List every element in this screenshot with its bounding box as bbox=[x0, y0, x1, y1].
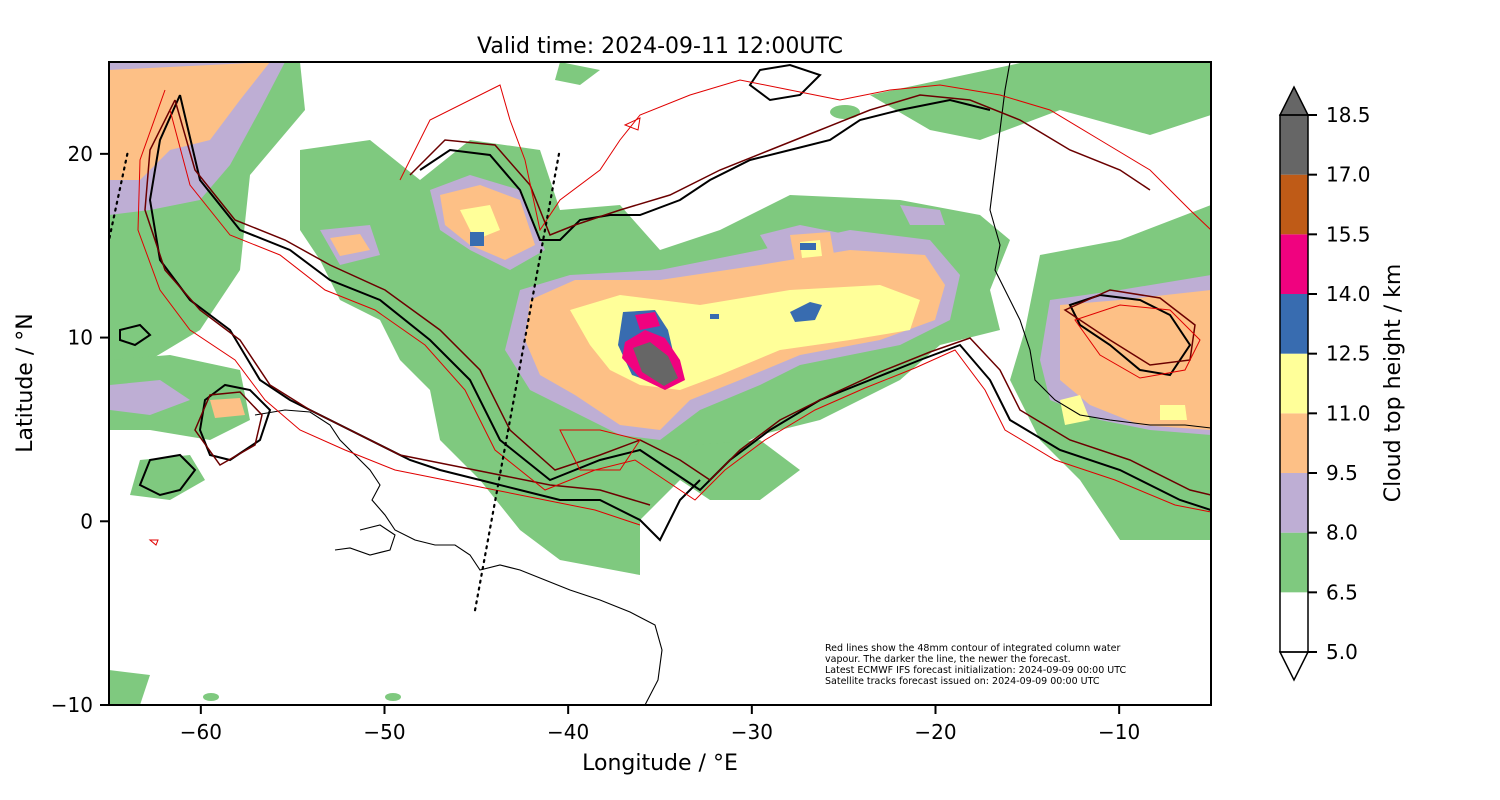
annotation-line-2: vapour. The darker the line, the newer t… bbox=[825, 654, 1071, 665]
coastline-south-america bbox=[254, 409, 663, 705]
map-area bbox=[109, 62, 1211, 705]
colorbar-min-extend bbox=[1278, 651, 1310, 682]
colorbar: 5.0 6.5 8.0 9.5 11.0 12.5 14.0 15.5 17.0 18.5 bbox=[1278, 85, 1371, 682]
x-tick-label: −30 bbox=[731, 720, 773, 744]
satellite-tracks bbox=[109, 152, 561, 615]
y-tick-label: 20 bbox=[68, 142, 93, 166]
colorbar-segment bbox=[1280, 413, 1308, 473]
annotation-line-4: Satellite tracks forecast issued on: 202… bbox=[825, 676, 1100, 687]
satellite-track-1 bbox=[109, 152, 129, 246]
colorbar-segment bbox=[1280, 353, 1308, 414]
colorbar-tick-label: 8.0 bbox=[1326, 521, 1358, 545]
annotation-line-1: Red lines show the 48mm contour of integ… bbox=[825, 643, 1120, 654]
x-tick-label: −40 bbox=[547, 720, 589, 744]
colorbar-max-extend bbox=[1278, 85, 1310, 116]
colorbar-segment bbox=[1280, 592, 1308, 652]
map-axes: −60 −50 −40 −30 −20 −10 −10 0 10 20 bbox=[51, 142, 1140, 744]
x-tick-label: −10 bbox=[1098, 720, 1140, 744]
y-tick-label: −10 bbox=[51, 693, 93, 717]
colorbar-segment bbox=[1280, 473, 1308, 533]
annotation-note: Red lines show the 48mm contour of integ… bbox=[825, 643, 1126, 687]
cloud-layer-grey bbox=[633, 342, 678, 386]
colorbar-tick-label: 5.0 bbox=[1326, 640, 1358, 664]
colorbar-label: Cloud top height / km bbox=[1381, 264, 1406, 503]
y-axis-label: Latitude / °N bbox=[13, 313, 38, 452]
contours-red bbox=[137, 79, 1211, 546]
colorbar-tick-label: 9.5 bbox=[1326, 461, 1358, 485]
colorbar-tick-label: 17.0 bbox=[1326, 163, 1371, 187]
x-tick-label: −50 bbox=[363, 720, 405, 744]
colorbar-tick-label: 15.5 bbox=[1326, 222, 1371, 246]
annotation-line-3: Latest ECMWF IFS forecast initialization… bbox=[825, 665, 1126, 676]
contours-darkred bbox=[144, 94, 1211, 506]
colorbar-frame bbox=[1279, 114, 1309, 653]
coastline-africa bbox=[989, 62, 1211, 429]
colorbar-segment bbox=[1280, 234, 1308, 294]
x-tick-label: −20 bbox=[914, 720, 956, 744]
colorbar-tick-label: 6.5 bbox=[1326, 580, 1358, 604]
colorbar-tick-label: 11.0 bbox=[1326, 401, 1371, 425]
colorbar-tick-label: 14.0 bbox=[1326, 282, 1371, 306]
colorbar-segment bbox=[1280, 294, 1308, 354]
y-tick-label: 0 bbox=[80, 509, 93, 533]
x-tick-label: −60 bbox=[180, 720, 222, 744]
colorbar-tick-label: 12.5 bbox=[1326, 342, 1371, 366]
colorbar-segment bbox=[1280, 532, 1308, 593]
colorbar-segment bbox=[1280, 115, 1308, 175]
x-axis-label: Longitude / °E bbox=[582, 751, 738, 776]
map-frame bbox=[108, 61, 1212, 706]
satellite-track-2 bbox=[473, 152, 561, 615]
map-title: Valid time: 2024-09-11 12:00UTC bbox=[477, 34, 843, 59]
colorbar-tick-label: 18.5 bbox=[1326, 103, 1371, 127]
y-tick-label: 10 bbox=[68, 326, 93, 350]
colorbar-segment bbox=[1280, 174, 1308, 235]
